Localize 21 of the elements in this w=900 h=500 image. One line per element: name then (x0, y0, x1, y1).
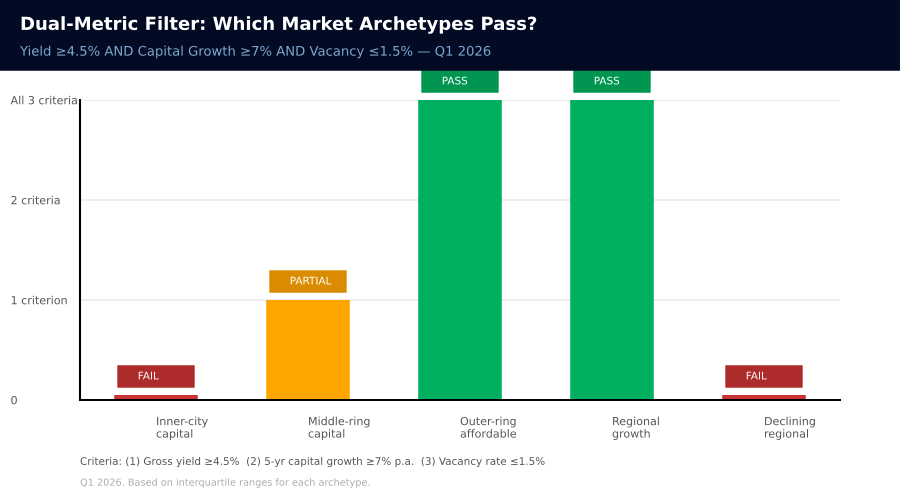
y-tick-label: 0 (11, 396, 17, 404)
x-tick-label: Regional growth (612, 416, 659, 440)
y-tick-label: 2 criteria (11, 196, 60, 204)
x-tick-label: Inner-city capital (156, 416, 208, 440)
text: Q1 2026. Based on interquartile ranges for each archetype. (80, 478, 370, 488)
bar (418, 100, 502, 400)
data-label: PASS (594, 76, 620, 85)
x-tick-label: Middle-ring capital (308, 416, 370, 440)
x-tick-label: Outer-ring affordable (460, 416, 516, 438)
chart-title: Dual-Metric Filter: Which Market Archetypes Pass? (22, 16, 536, 34)
bar (570, 100, 654, 400)
x-tick-label: Declining regional (765, 416, 815, 440)
text: Criteria: (1) Gross yield ≥4.5% (2) 5-yr capital growth ≥7% p.a. (3) Vacancy rate ≤1.5% (80, 456, 545, 468)
bar (266, 300, 350, 400)
data-label: FAIL (746, 372, 767, 380)
chart-subtitle: Yield ≥4.5% AND Capital Growth ≥7% AND Vacancy ≤1.5% — Q1 2026 (20, 46, 490, 58)
data-label: PASS (442, 76, 468, 85)
y-tick-label: All 3 criteria (10, 96, 77, 104)
data-label: FAIL (138, 372, 159, 380)
data-label: PARTIAL (290, 276, 332, 284)
y-tick-label: 1 criterion (12, 296, 67, 304)
